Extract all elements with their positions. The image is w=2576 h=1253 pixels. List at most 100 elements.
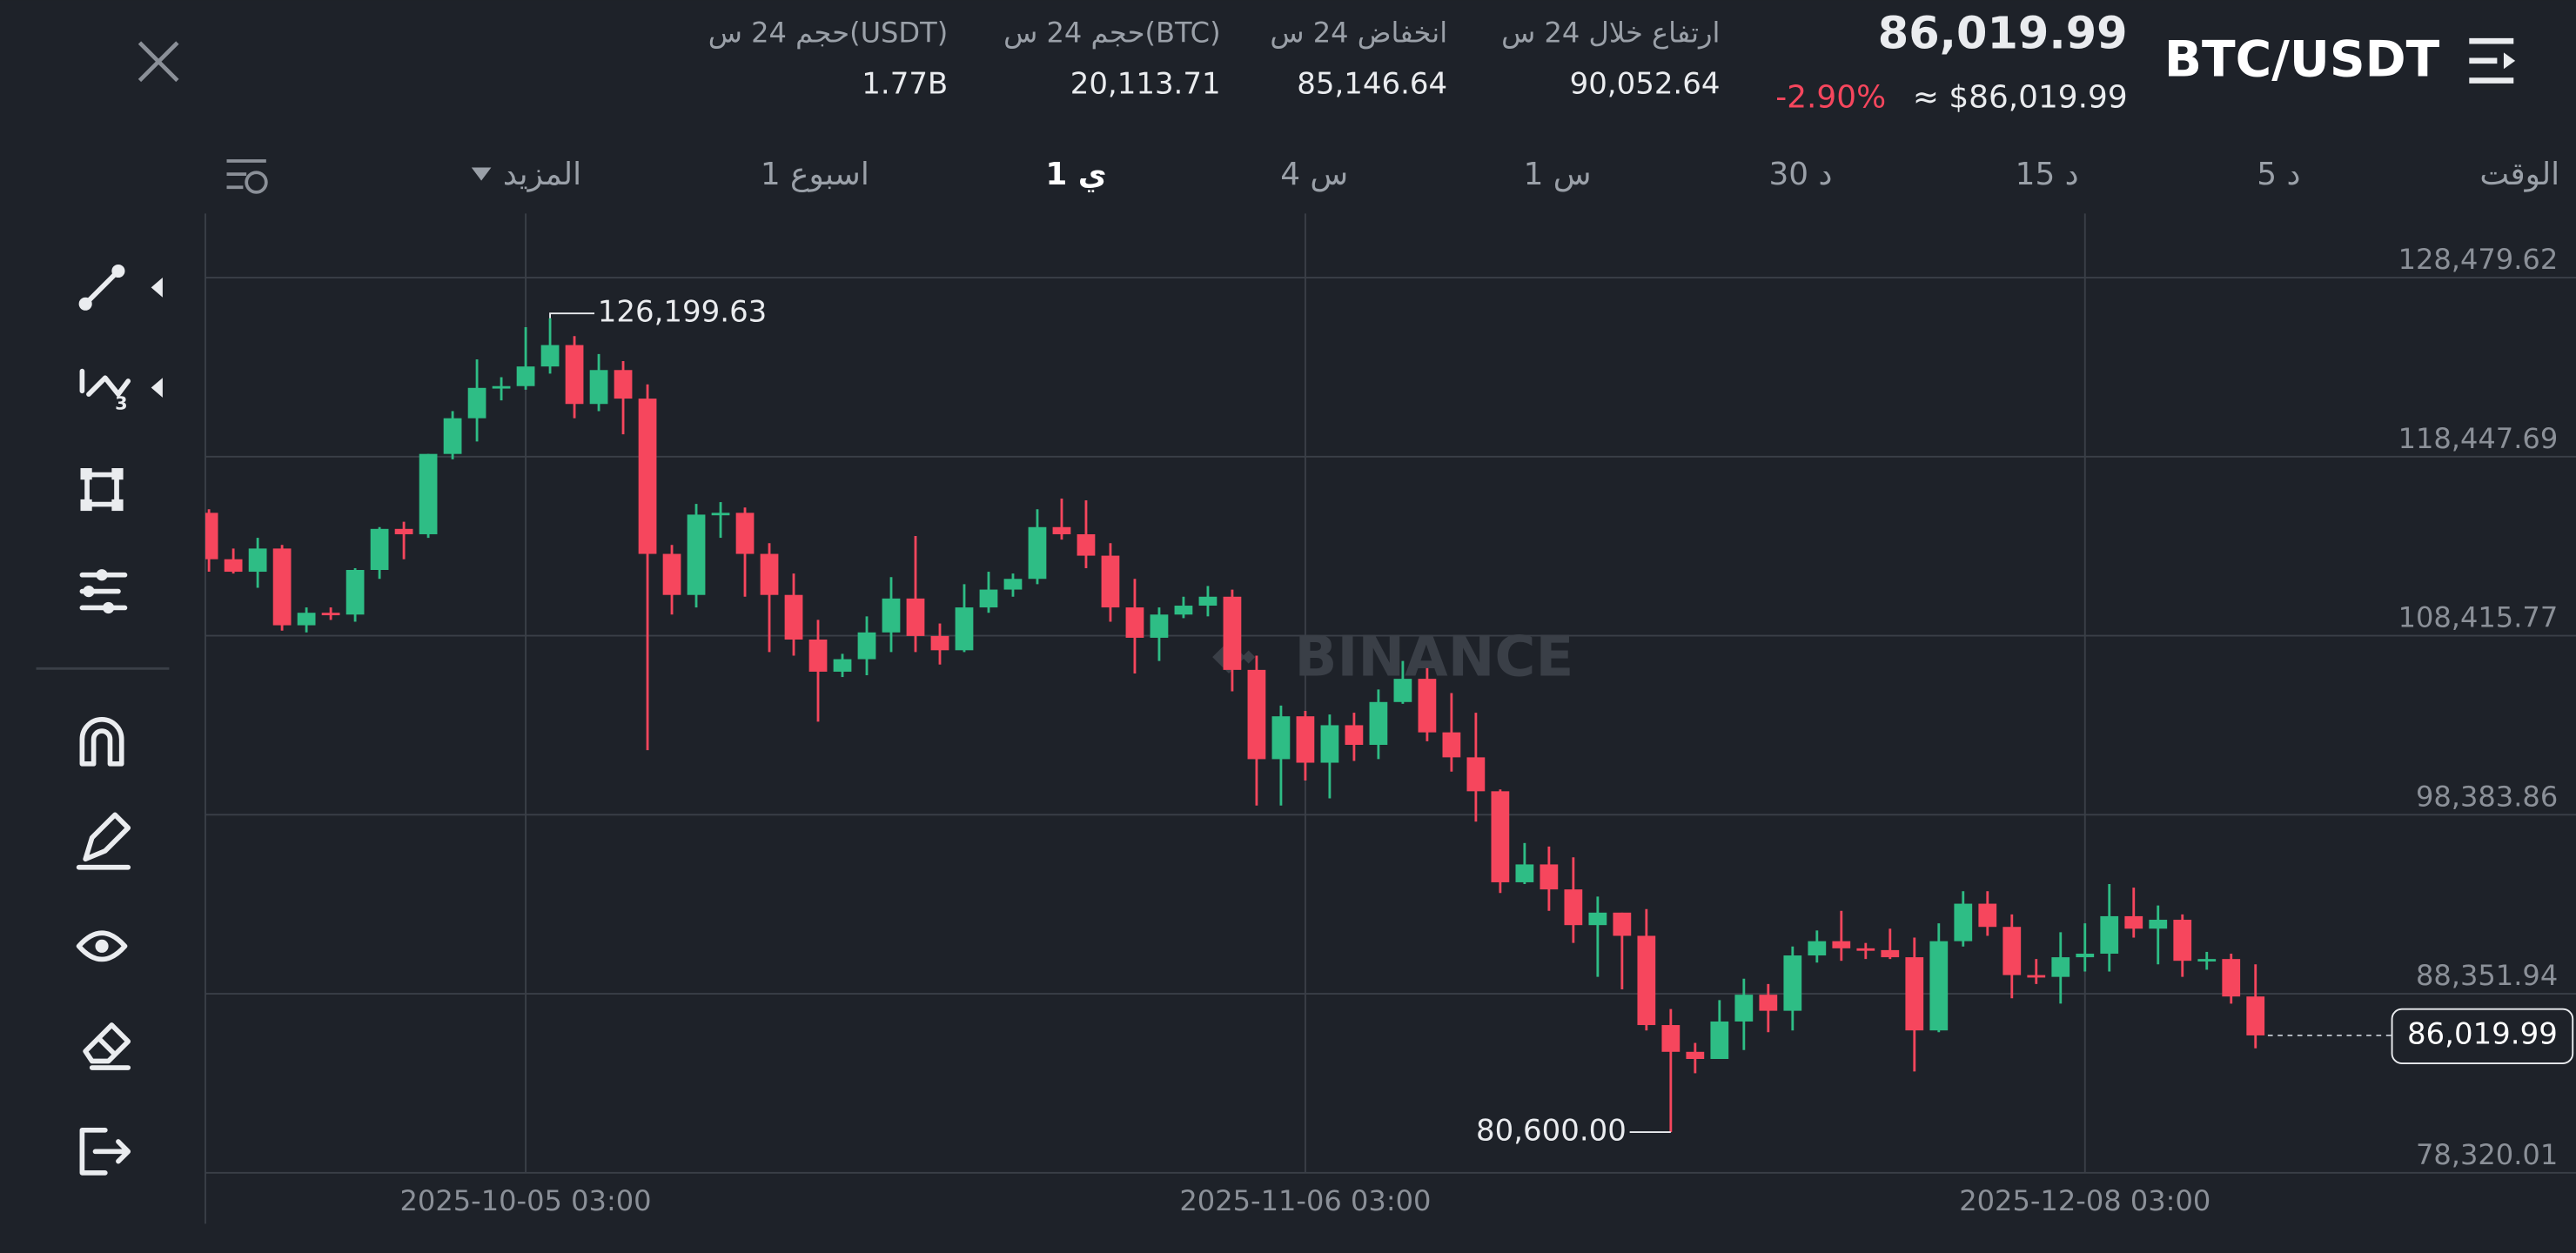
candle-body xyxy=(2149,920,2168,929)
timeframe-tab-active[interactable]: 1 ي xyxy=(1045,157,1106,192)
timeframe-tab[interactable]: 4 س xyxy=(1280,157,1348,192)
approx-price: ≈ $86,019.99 xyxy=(1913,79,2128,115)
indicator-tool[interactable] xyxy=(79,569,128,614)
fib-tool[interactable]: 3 xyxy=(79,368,163,414)
more-dropdown[interactable]: المزيد xyxy=(503,157,581,192)
y-tick-label: 108,415.77 xyxy=(2398,601,2559,634)
magnet-tool[interactable] xyxy=(79,717,124,767)
candle-body xyxy=(1345,725,1364,746)
stat-label: حجم 24 س(BTC) xyxy=(1003,17,1220,50)
candle-body xyxy=(1759,995,1778,1011)
candle-body xyxy=(2051,957,2070,977)
candle-body xyxy=(589,370,608,405)
candle-body xyxy=(1320,725,1339,763)
y-tick-label: 98,383.86 xyxy=(2416,780,2558,813)
stat-label: انخفاض 24 س xyxy=(1270,17,1447,50)
candle-body xyxy=(857,632,876,660)
candle-body xyxy=(2246,996,2265,1035)
y-tick-label: 88,351.94 xyxy=(2416,959,2558,992)
pencil-tool[interactable] xyxy=(76,812,131,870)
candle-body xyxy=(443,418,462,454)
y-tick-label: 128,479.62 xyxy=(2398,243,2559,276)
candle-body xyxy=(1978,903,1997,928)
candle-body xyxy=(2173,920,2192,962)
trend-line-tool[interactable] xyxy=(78,264,163,311)
candle-body xyxy=(760,553,779,595)
candle-body xyxy=(2076,953,2095,958)
candle-body xyxy=(1515,864,1534,882)
candle-body xyxy=(1588,912,1607,926)
candle-body xyxy=(1003,579,1023,590)
indicator-settings[interactable] xyxy=(226,159,268,194)
candle-body xyxy=(1564,889,1583,926)
candle-body xyxy=(2222,959,2241,997)
candle-body xyxy=(492,385,511,389)
candle-body xyxy=(1150,614,1169,638)
candle-body xyxy=(1393,679,1412,702)
stat-value: 90,052.64 xyxy=(1570,67,1721,102)
candle-body xyxy=(370,528,389,571)
candle-body xyxy=(1832,941,1851,948)
candle-body xyxy=(248,548,267,573)
candle-body xyxy=(1637,935,1656,1026)
candle-body xyxy=(930,635,949,651)
candle-body xyxy=(1881,949,1900,958)
shape-tool[interactable] xyxy=(80,468,124,512)
last-price: 86,019.99 xyxy=(1878,9,2128,60)
stat-value: 85,146.64 xyxy=(1297,67,1447,102)
close-button[interactable] xyxy=(138,41,179,83)
candle-body xyxy=(224,559,243,573)
visibility-tool[interactable] xyxy=(76,930,128,962)
candle-body xyxy=(419,453,438,534)
candle-body xyxy=(1808,941,1827,956)
candle-body xyxy=(1198,596,1218,606)
y-tick-label: 118,447.69 xyxy=(2398,422,2559,455)
candle-body xyxy=(272,548,292,626)
timeframe-bar: الوقت 5 د 15 د 30 د 1 س 4 س 1 ي 1 اسبوع … xyxy=(226,157,2559,194)
annotation-label: 80,600.00 xyxy=(1476,1114,1627,1149)
annotation-leader xyxy=(549,312,595,318)
candle-body xyxy=(1661,1025,1680,1052)
watermark-text: BINANCE xyxy=(1295,624,1574,689)
candle-body xyxy=(516,366,535,386)
last-price-box xyxy=(2391,1008,2574,1064)
header: BTC/USDT 86,019.99 ≈ $86,019.99 -2.90% ا… xyxy=(708,9,2516,115)
candle-body xyxy=(1442,732,1461,758)
candle-body xyxy=(2002,927,2022,975)
timeframe-tab[interactable]: 1 اسبوع xyxy=(761,157,869,192)
candle-body xyxy=(1077,533,1096,556)
timeframe-tab[interactable]: 30 د xyxy=(1768,157,1832,192)
candle-body xyxy=(735,513,755,554)
candle-body xyxy=(2124,915,2143,929)
candle-body xyxy=(1856,948,1875,951)
exit-tool[interactable] xyxy=(79,1127,131,1176)
candle-body xyxy=(1491,791,1510,882)
candle-body xyxy=(467,387,486,419)
candle-body xyxy=(979,589,998,608)
stat-value: 1.77B xyxy=(862,67,948,102)
candle-body xyxy=(1028,526,1047,580)
pair-name[interactable]: BTC/USDT xyxy=(2164,30,2440,88)
stat-label: ارتفاع خلال 24 س xyxy=(1501,17,1720,50)
candle-body xyxy=(1686,1051,1705,1060)
candle-body xyxy=(2027,975,2046,978)
candle-body xyxy=(1125,607,1144,638)
candle-body xyxy=(1369,701,1388,746)
menu-icon[interactable] xyxy=(2469,37,2516,84)
annotation-label: 126,199.63 xyxy=(598,295,768,330)
candle-body xyxy=(1710,1021,1729,1060)
timeframe-tab[interactable]: 15 د xyxy=(2016,157,2079,192)
candle-body xyxy=(1296,716,1315,763)
candle-body xyxy=(882,598,901,633)
candle-body xyxy=(1247,669,1266,760)
eraser-tool[interactable] xyxy=(83,1022,131,1070)
timeframe-tab[interactable]: 5 د xyxy=(2257,157,2300,192)
candle-body xyxy=(784,594,803,640)
candle-body xyxy=(321,613,340,616)
candle-body xyxy=(614,370,633,399)
candle-body xyxy=(345,570,365,615)
timeframe-tab[interactable]: 1 س xyxy=(1524,157,1592,192)
x-tick-label: 2025-11-06 03:00 xyxy=(1179,1184,1431,1217)
